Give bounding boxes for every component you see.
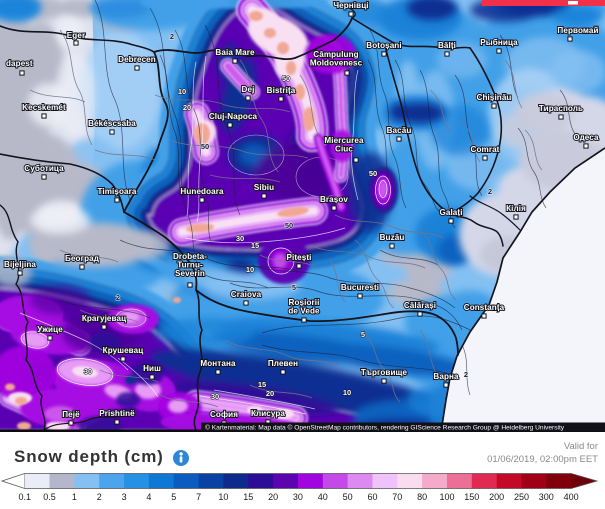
svg-text:София: София: [210, 410, 238, 419]
svg-text:Варна: Варна: [433, 372, 459, 381]
svg-text:5: 5: [171, 492, 176, 502]
svg-text:0.5: 0.5: [43, 492, 56, 502]
svg-text:Roșiorii: Roșiorii: [289, 298, 320, 307]
svg-text:Călărași: Călărași: [404, 301, 436, 310]
svg-text:Београд: Београд: [65, 254, 99, 263]
svg-text:3: 3: [122, 492, 127, 502]
svg-text:Eger: Eger: [67, 31, 86, 40]
svg-text:Comrat: Comrat: [471, 145, 500, 154]
svg-text:30: 30: [293, 492, 303, 502]
svg-text:5: 5: [292, 283, 296, 292]
svg-text:1: 1: [72, 492, 77, 502]
svg-text:150: 150: [464, 492, 479, 502]
svg-text:20: 20: [183, 103, 191, 112]
svg-text:2: 2: [97, 492, 102, 502]
svg-text:Рыбница: Рыбница: [480, 38, 518, 47]
svg-text:Монтана: Монтана: [200, 359, 236, 368]
svg-text:20: 20: [268, 492, 278, 502]
svg-text:30: 30: [236, 234, 244, 243]
svg-text:100: 100: [439, 492, 454, 502]
svg-text:Ужице: Ужице: [37, 325, 63, 334]
svg-text:200: 200: [489, 492, 504, 502]
svg-text:Търговище: Търговище: [361, 368, 408, 377]
svg-text:Пејë: Пејë: [62, 410, 80, 419]
svg-text:50: 50: [343, 492, 353, 502]
svg-text:Sibiu: Sibiu: [254, 183, 274, 192]
svg-text:Chișinău: Chișinău: [477, 93, 512, 102]
svg-text:Buzău: Buzău: [380, 233, 405, 242]
svg-text:Timișoara: Timișoara: [98, 187, 137, 196]
svg-text:60: 60: [367, 492, 377, 502]
svg-text:Hunedoara: Hunedoara: [180, 187, 224, 196]
svg-text:10: 10: [246, 265, 254, 274]
svg-text:30: 30: [211, 392, 219, 401]
svg-text:50: 50: [369, 169, 377, 178]
svg-text:30: 30: [84, 367, 92, 376]
svg-text:Drobeta-: Drobeta-: [173, 252, 207, 261]
svg-text:2: 2: [170, 32, 174, 41]
svg-text:Prishtinë: Prishtinë: [99, 409, 135, 418]
svg-text:Pitești: Pitești: [287, 253, 312, 262]
svg-text:15: 15: [258, 380, 266, 389]
svg-text:20: 20: [266, 389, 274, 398]
svg-text:© Kartenmaterial: Map data © O: © Kartenmaterial: Map data © OpenStreetM…: [205, 423, 565, 431]
svg-text:50: 50: [285, 221, 293, 230]
svg-text:300: 300: [539, 492, 554, 502]
svg-text:Miercurea: Miercurea: [324, 136, 364, 145]
svg-text:dapest: dapest: [6, 59, 33, 68]
svg-text:10: 10: [343, 388, 351, 397]
svg-text:Craiova: Craiova: [231, 290, 262, 299]
svg-text:250: 250: [514, 492, 529, 502]
svg-text:50: 50: [282, 74, 290, 83]
svg-text:Чернівці: Чернівці: [333, 1, 368, 10]
svg-text:4: 4: [146, 492, 151, 502]
svg-text:de Vede: de Vede: [288, 307, 320, 316]
svg-text:Bucuresti: Bucuresti: [341, 283, 379, 292]
svg-text:Brașov: Brașov: [320, 195, 348, 204]
svg-text:Одеса: Одеса: [573, 133, 599, 142]
svg-text:2: 2: [116, 293, 120, 302]
svg-text:Клисура: Клисура: [251, 409, 285, 418]
svg-text:Bacău: Bacău: [387, 126, 412, 135]
svg-text:Cluj-Napoca: Cluj-Napoca: [209, 112, 258, 121]
svg-text:2: 2: [464, 370, 468, 379]
svg-text:Békéscsaba: Békéscsaba: [88, 119, 136, 128]
svg-text:Baia Mare: Baia Mare: [215, 48, 255, 57]
svg-text:Botoșani: Botoșani: [366, 41, 401, 50]
svg-text:Debrecen: Debrecen: [118, 55, 156, 64]
svg-text:15: 15: [243, 492, 253, 502]
svg-text:Galați: Galați: [439, 208, 462, 217]
svg-text:400: 400: [564, 492, 579, 502]
svg-text:Первомай: Первомай: [557, 26, 598, 35]
svg-text:Тирасполь: Тирасполь: [539, 104, 583, 113]
svg-text:10: 10: [178, 87, 186, 96]
svg-text:15: 15: [251, 241, 259, 250]
svg-text:Крагујевац: Крагујевац: [82, 314, 126, 323]
svg-text:Суботица: Суботица: [24, 164, 64, 173]
svg-text:Dej: Dej: [242, 85, 255, 94]
svg-text:2: 2: [488, 187, 492, 196]
svg-text:Плевен: Плевен: [268, 359, 298, 368]
svg-text:Ciuc: Ciuc: [335, 145, 353, 154]
svg-text:Bistrița: Bistrița: [267, 86, 296, 95]
svg-text:40: 40: [318, 492, 328, 502]
svg-text:50: 50: [201, 142, 209, 151]
svg-text:7: 7: [196, 492, 201, 502]
svg-text:Moldovenesc: Moldovenesc: [310, 59, 363, 68]
svg-text:Kecskemét: Kecskemét: [22, 103, 66, 112]
svg-text:Bălți: Bălți: [438, 41, 456, 50]
svg-text:Крушевац: Крушевац: [103, 346, 144, 355]
svg-text:80: 80: [417, 492, 427, 502]
svg-text:Constanța: Constanța: [464, 303, 505, 312]
svg-text:5: 5: [361, 330, 365, 339]
svg-text:Severin: Severin: [175, 269, 205, 278]
svg-text:Turnu-: Turnu-: [177, 261, 203, 270]
svg-text:Кілія: Кілія: [506, 204, 526, 213]
svg-text:70: 70: [392, 492, 402, 502]
svg-text:0.1: 0.1: [18, 492, 31, 502]
svg-text:Ниш: Ниш: [143, 364, 161, 373]
svg-text:Bijeljina: Bijeljina: [4, 260, 36, 269]
svg-text:Câmpulung: Câmpulung: [313, 50, 358, 59]
svg-text:10: 10: [218, 492, 228, 502]
